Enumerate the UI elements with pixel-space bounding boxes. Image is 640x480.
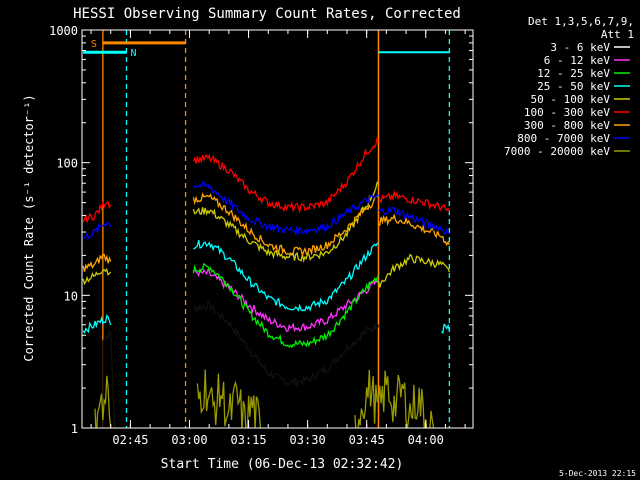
legend-label: 12 - 25 keV xyxy=(537,67,610,80)
legend-label: 800 - 7000 keV xyxy=(517,132,610,145)
y-tick-label: 1 xyxy=(71,422,78,436)
legend-label: 25 - 50 keV xyxy=(537,80,610,93)
x-tick-label: 03:45 xyxy=(349,433,385,447)
x-axis-label: Start Time (06-Dec-13 02:32:42) xyxy=(161,457,404,472)
legend-label: 100 - 300 keV xyxy=(524,106,610,119)
x-tick-label: 03:00 xyxy=(171,433,207,447)
series-line-3-2 xyxy=(441,323,451,335)
footer-date: 5-Dec-2013 22:15 xyxy=(559,469,636,478)
series-line-2-0 xyxy=(192,262,380,349)
x-tick-label: 02:45 xyxy=(112,433,148,447)
plot-frame xyxy=(81,29,474,429)
series-line-5-1 xyxy=(192,136,379,214)
series-line-3-1 xyxy=(193,239,379,312)
y-tick-label: 100 xyxy=(56,157,78,171)
legend-header-line-2: Att 1 xyxy=(601,28,634,41)
x-tick-label: 03:30 xyxy=(290,433,326,447)
series-line-4-1 xyxy=(192,181,379,263)
legend-label: 50 - 100 keV xyxy=(531,93,611,106)
series-line-8-0 xyxy=(94,375,112,428)
series-line-8-1 xyxy=(196,369,262,428)
plot-area: S N 1 10 100 1000 02:45 03:00 03:15 03:30 03:45 04:… xyxy=(49,24,474,447)
series-line-3-0 xyxy=(82,314,112,334)
series-line-5-2 xyxy=(378,189,450,212)
y-tick-label: 1000 xyxy=(49,24,78,38)
series-line-6-1 xyxy=(192,192,379,258)
legend-label: 7000 - 20000 keV xyxy=(504,145,610,158)
series-line-6-0 xyxy=(82,253,112,272)
x-tick-label: 04:00 xyxy=(408,433,444,447)
series-line-8-2 xyxy=(354,369,435,428)
marker-label-S: S xyxy=(91,39,97,50)
series-group xyxy=(82,136,451,428)
chart-title: HESSI Observing Summary Count Rates, Cor… xyxy=(73,6,461,22)
legend-label: 300 - 800 keV xyxy=(524,119,610,132)
series-line-4-0 xyxy=(82,267,112,286)
series-line-7-2 xyxy=(378,205,450,237)
legend-header-line-1: Det 1,3,5,6,7,9, xyxy=(528,15,634,28)
x-tick-label: 03:15 xyxy=(230,433,266,447)
series-line-5-0 xyxy=(82,200,112,223)
series-line-7-1 xyxy=(192,181,380,237)
y-tick-label: 10 xyxy=(64,289,78,303)
legend-label: 3 - 6 keV xyxy=(550,41,610,54)
marker-label-N: N xyxy=(130,48,136,59)
series-line-4-2 xyxy=(377,253,451,288)
series-line-7-0 xyxy=(82,222,112,240)
y-axis-label: Corrected Count Rate (s⁻¹ detector⁻¹) xyxy=(22,94,36,361)
legend-label: 6 - 12 keV xyxy=(544,54,611,67)
series-line-0-1 xyxy=(193,300,380,388)
series-line-0-0 xyxy=(102,329,116,428)
